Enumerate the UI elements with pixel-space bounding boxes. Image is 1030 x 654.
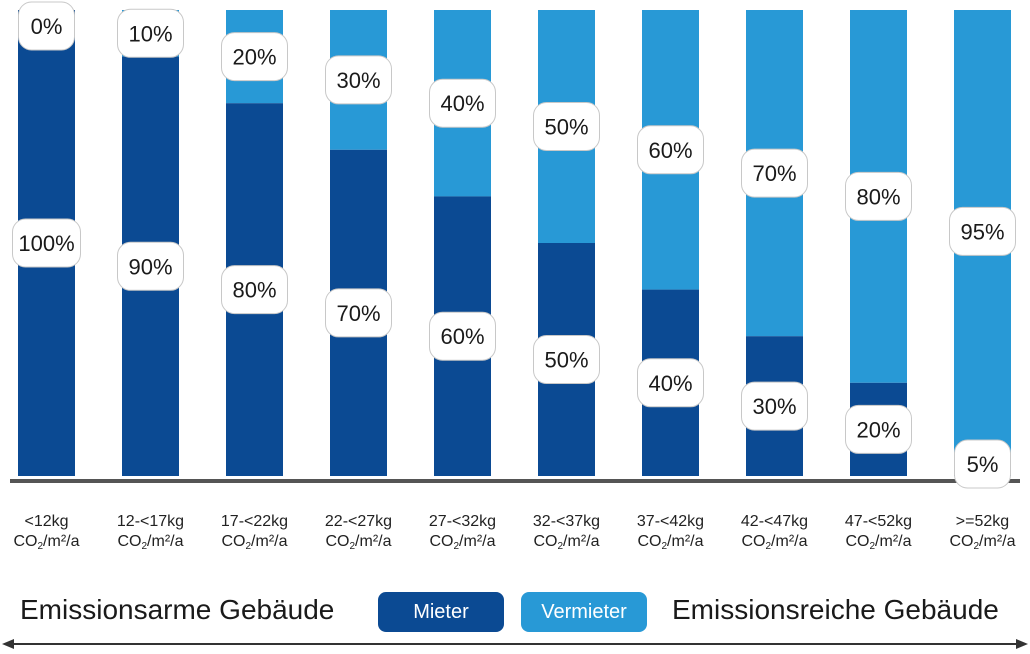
data-label-vermieter-2: 20% [232, 45, 276, 70]
data-label-vermieter-3: 30% [336, 68, 380, 93]
data-label-vermieter-1: 10% [128, 21, 172, 46]
stacked-bar-chart: 0% 100% 10% 90% 20% 80% 30% 70% 40% 60% 50% 50% 60% 4… [0, 0, 1030, 500]
data-label-vermieter-7: 70% [752, 161, 796, 186]
data-label-mieter-2: 80% [232, 278, 276, 303]
data-label-mieter-5: 50% [544, 348, 588, 373]
high-emission-label: Emissionsreiche Gebäude [672, 594, 999, 626]
data-label-mieter-9: 5% [967, 452, 999, 477]
data-label-vermieter-5: 50% [544, 115, 588, 140]
data-label-mieter-4: 60% [440, 324, 484, 349]
data-label-mieter-0: 100% [18, 231, 74, 256]
data-label-vermieter-0: 0% [31, 14, 63, 39]
arrow-left-head [2, 639, 14, 649]
data-label-mieter-7: 30% [752, 394, 796, 419]
data-label-mieter-6: 40% [648, 371, 692, 396]
chart-footer: Emissionsarme Gebäude Mieter Vermieter E… [0, 588, 1030, 636]
emission-arrow [0, 634, 1030, 654]
legend-mieter: Mieter [378, 592, 504, 632]
data-label-mieter-8: 20% [856, 417, 900, 442]
data-label-vermieter-9: 95% [960, 219, 1004, 244]
low-emission-label: Emissionsarme Gebäude [20, 594, 334, 626]
data-label-vermieter-4: 40% [440, 91, 484, 116]
legend-vermieter: Vermieter [521, 592, 647, 632]
arrow-right-head [1016, 639, 1028, 649]
data-label-mieter-3: 70% [336, 301, 380, 326]
data-label-vermieter-6: 60% [648, 138, 692, 163]
data-label-mieter-1: 90% [128, 254, 172, 279]
data-label-vermieter-8: 80% [856, 184, 900, 209]
